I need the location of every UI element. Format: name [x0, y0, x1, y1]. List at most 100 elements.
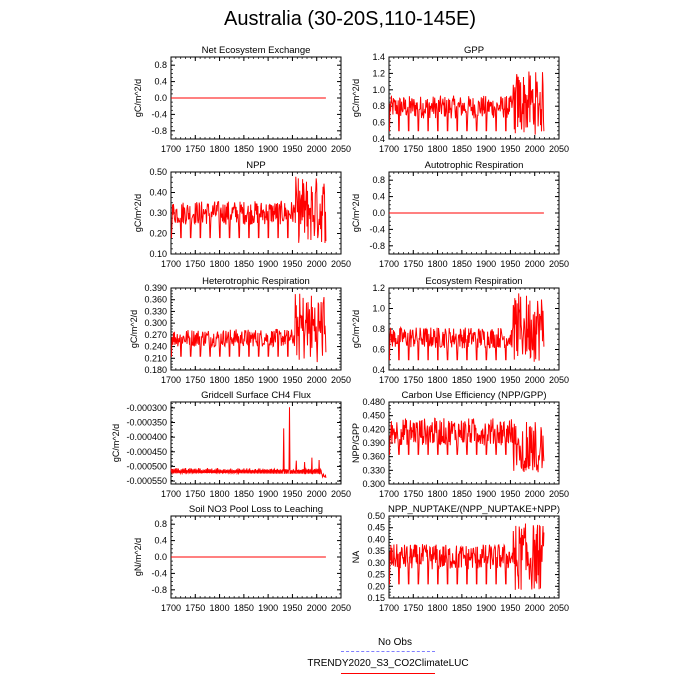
x-tick-label-npp-nuptake-npp-nuptake-npp: 1950: [500, 603, 520, 613]
y-tick-label-carbon-use-efficiency-npp-gpp: 0.390: [362, 438, 385, 448]
y-axis-label-ecosystem-respiration: gC/m^2/d: [351, 310, 361, 348]
x-tick-label-gpp: 2000: [525, 144, 545, 154]
y-axis-label-heterotrophic-respiration: gC/m^2/d: [129, 310, 139, 348]
panel-title-npp-nuptake-npp-nuptake-npp: NPP_NUPTAKE/(NPP_NUPTAKE+NPP): [388, 504, 560, 515]
x-tick-label-net-ecosystem-exchange: 2050: [331, 144, 351, 154]
y-tick-label-carbon-use-efficiency-npp-gpp: 0.420: [362, 424, 385, 434]
y-tick-label-npp-nuptake-npp-nuptake-npp: 0.20: [367, 581, 385, 591]
y-tick-label-ecosystem-respiration: 1.0: [372, 304, 385, 314]
y-tick-label-ecosystem-respiration: 0.6: [372, 345, 385, 355]
y-tick-label-autotrophic-respiration: -0.8: [369, 241, 385, 251]
x-tick-label-soil-no3-pool-loss-to-leaching: 1800: [210, 603, 230, 613]
panel-net-ecosystem-exchange: Net Ecosystem Exchange 1700 1750 1800 1850 19…: [133, 45, 351, 154]
x-tick-label-heterotrophic-respiration: 2000: [307, 375, 327, 385]
y-tick-label-npp-nuptake-npp-nuptake-npp: 0.30: [367, 558, 385, 568]
y-tick-label-soil-no3-pool-loss-to-leaching: -0.8: [151, 585, 167, 595]
y-tick-label-carbon-use-efficiency-npp-gpp: 0.480: [362, 397, 385, 407]
y-tick-label-npp: 0.20: [149, 229, 167, 239]
x-tick-label-npp-nuptake-npp-nuptake-npp: 1700: [379, 603, 399, 613]
x-tick-label-ecosystem-respiration: 1950: [500, 375, 520, 385]
x-tick-label-gridcell-surface-ch4-flux: 1700: [161, 489, 181, 499]
series-line-heterotrophic-respiration: [171, 293, 327, 363]
y-tick-label-gpp: 1.0: [372, 85, 385, 95]
x-tick-label-ecosystem-respiration: 1750: [403, 375, 423, 385]
y-tick-label-net-ecosystem-exchange: 0.4: [154, 77, 167, 87]
y-tick-label-npp-nuptake-npp-nuptake-npp: 0.45: [367, 523, 385, 533]
x-tick-label-net-ecosystem-exchange: 1850: [234, 144, 254, 154]
y-tick-label-carbon-use-efficiency-npp-gpp: 0.360: [362, 452, 385, 462]
x-tick-label-net-ecosystem-exchange: 2000: [307, 144, 327, 154]
y-tick-label-heterotrophic-respiration: 0.360: [144, 295, 167, 305]
y-tick-label-npp-nuptake-npp-nuptake-npp: 0.35: [367, 546, 385, 556]
x-tick-label-carbon-use-efficiency-npp-gpp: 1800: [428, 489, 448, 499]
y-tick-label-npp-nuptake-npp-nuptake-npp: 0.25: [367, 570, 385, 580]
panel-npp: NPP 1700 1750 1800 1850 1900 1950 2000 2050 0.10 0…: [133, 160, 351, 269]
x-tick-label-heterotrophic-respiration: 1900: [258, 375, 278, 385]
x-tick-label-gridcell-surface-ch4-flux: 1800: [210, 489, 230, 499]
y-tick-label-net-ecosystem-exchange: 0.8: [154, 60, 167, 70]
y-axis-label-net-ecosystem-exchange: gC/m^2/d: [133, 79, 143, 117]
x-tick-label-carbon-use-efficiency-npp-gpp: 2050: [549, 489, 569, 499]
x-tick-label-autotrophic-respiration: 2000: [525, 259, 545, 269]
x-tick-label-npp: 2050: [331, 259, 351, 269]
panel-title-autotrophic-respiration: Autotrophic Respiration: [425, 160, 524, 171]
panel-ecosystem-respiration: Ecosystem Respiration 1700 1750 1800 1850 190…: [351, 276, 569, 385]
y-tick-label-gpp: 0.8: [372, 101, 385, 111]
x-tick-label-autotrophic-respiration: 1950: [500, 259, 520, 269]
x-tick-label-gridcell-surface-ch4-flux: 2000: [307, 489, 327, 499]
series-line-gpp: [389, 71, 545, 135]
x-tick-label-ecosystem-respiration: 1700: [379, 375, 399, 385]
y-axis-label-gpp: gC/m^2/d: [351, 79, 361, 117]
x-tick-label-npp-nuptake-npp-nuptake-npp: 2000: [525, 603, 545, 613]
legend-line-no-obs: [341, 651, 435, 652]
y-tick-label-carbon-use-efficiency-npp-gpp: 0.300: [362, 479, 385, 489]
x-tick-label-ecosystem-respiration: 1800: [428, 375, 448, 385]
panel-carbon-use-efficiency-npp-gpp: Carbon Use Efficiency (NPP/GPP) 1700 1750 1…: [351, 390, 569, 499]
x-tick-label-carbon-use-efficiency-npp-gpp: 1900: [476, 489, 496, 499]
y-tick-label-npp-nuptake-npp-nuptake-npp: 0.40: [367, 534, 385, 544]
x-tick-label-ecosystem-respiration: 2000: [525, 375, 545, 385]
panel-npp-nuptake-npp-nuptake-npp: NPP_NUPTAKE/(NPP_NUPTAKE+NPP) 1700 1750 180…: [351, 504, 569, 613]
y-tick-label-npp: 0.40: [149, 188, 167, 198]
y-tick-label-npp: 0.50: [149, 167, 167, 177]
series-line-ecosystem-respiration: [389, 293, 545, 362]
y-tick-label-heterotrophic-respiration: 0.270: [144, 330, 167, 340]
y-axis-label-npp-nuptake-npp-nuptake-npp: NA: [351, 551, 361, 564]
y-tick-label-heterotrophic-respiration: 0.240: [144, 342, 167, 352]
x-tick-label-carbon-use-efficiency-npp-gpp: 1750: [403, 489, 423, 499]
x-tick-label-heterotrophic-respiration: 1700: [161, 375, 181, 385]
y-tick-label-soil-no3-pool-loss-to-leaching: 0.0: [154, 552, 167, 562]
x-tick-label-gpp: 1850: [452, 144, 472, 154]
series-line-npp-nuptake-npp-nuptake-npp: [389, 523, 545, 590]
y-tick-label-npp: 0.30: [149, 208, 167, 218]
x-tick-label-npp: 1950: [282, 259, 302, 269]
x-tick-label-ecosystem-respiration: 2050: [549, 375, 569, 385]
y-tick-label-net-ecosystem-exchange: 0.0: [154, 93, 167, 103]
x-tick-label-npp-nuptake-npp-nuptake-npp: 1800: [428, 603, 448, 613]
y-tick-label-ecosystem-respiration: 0.4: [372, 365, 385, 375]
y-tick-label-heterotrophic-respiration: 0.210: [144, 353, 167, 363]
series-line-npp: [171, 176, 327, 244]
plot-frame-gridcell-surface-ch4-flux: [170, 401, 342, 485]
x-tick-label-autotrophic-respiration: 1800: [428, 259, 448, 269]
panel-title-carbon-use-efficiency-npp-gpp: Carbon Use Efficiency (NPP/GPP): [401, 390, 546, 401]
y-tick-label-net-ecosystem-exchange: -0.8: [151, 126, 167, 136]
panel-gpp: GPP 1700 1750 1800 1850 1900 1950 2000 2050 0.4 0.…: [351, 45, 569, 154]
x-tick-label-soil-no3-pool-loss-to-leaching: 1750: [185, 603, 205, 613]
legend-label-trendy: TRENDY2020_S3_CO2ClimateLUC: [307, 658, 469, 669]
panel-title-gridcell-surface-ch4-flux: Gridcell Surface CH4 Flux: [201, 390, 311, 401]
x-tick-label-autotrophic-respiration: 1700: [379, 259, 399, 269]
x-tick-label-gpp: 1750: [403, 144, 423, 154]
x-tick-label-gpp: 2050: [549, 144, 569, 154]
panel-autotrophic-respiration: Autotrophic Respiration 1700 1750 1800 1850 1…: [351, 160, 569, 269]
x-tick-label-soil-no3-pool-loss-to-leaching: 1700: [161, 603, 181, 613]
panel-title-heterotrophic-respiration: Heterotrophic Respiration: [202, 276, 310, 287]
y-axis-label-npp: gC/m^2/d: [133, 194, 143, 232]
y-tick-label-gridcell-surface-ch4-flux: -0.000350: [126, 418, 167, 428]
x-tick-label-ecosystem-respiration: 1900: [476, 375, 496, 385]
y-tick-label-soil-no3-pool-loss-to-leaching: 0.4: [154, 536, 167, 546]
y-tick-label-gpp: 0.4: [372, 134, 385, 144]
series-line-carbon-use-efficiency-npp-gpp: [389, 417, 545, 473]
y-tick-label-npp-nuptake-npp-nuptake-npp: 0.50: [367, 511, 385, 521]
